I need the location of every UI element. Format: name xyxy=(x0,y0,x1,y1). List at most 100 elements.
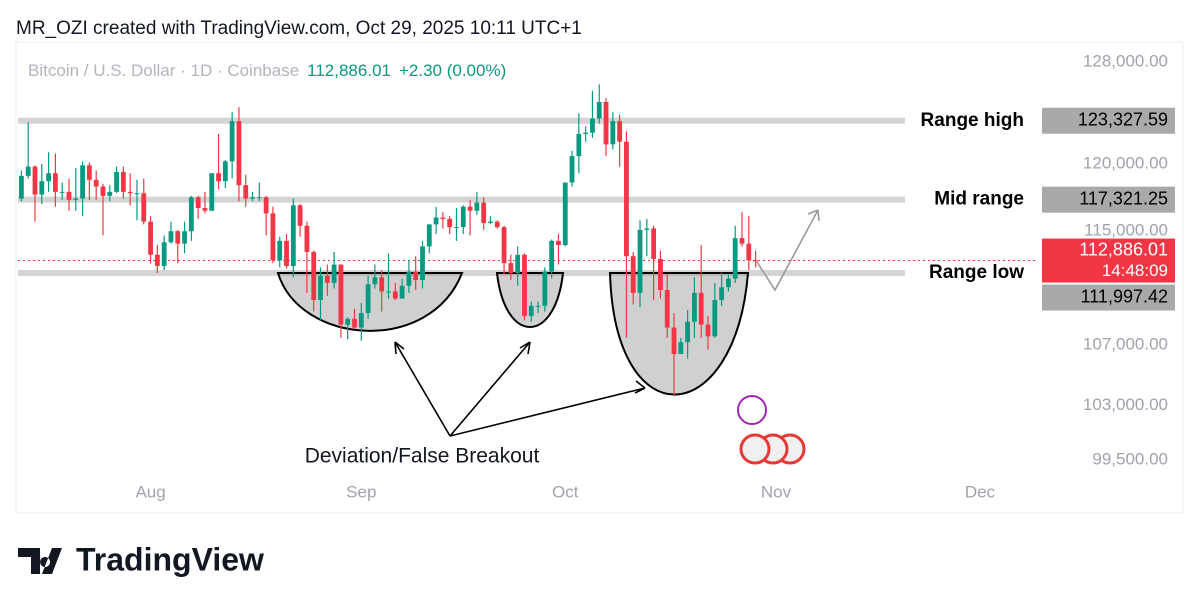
candle-body xyxy=(284,240,289,266)
candle-body xyxy=(481,202,487,224)
candle-body xyxy=(318,275,323,301)
x-tick-label: Dec xyxy=(965,482,996,501)
logo-mark xyxy=(18,548,62,574)
event-icons xyxy=(737,395,806,465)
candle-body xyxy=(25,166,31,176)
candle-body xyxy=(460,206,466,228)
candle-body xyxy=(195,197,201,209)
icon xyxy=(739,433,771,465)
x-tick-label: Aug xyxy=(135,482,165,501)
arrow xyxy=(449,380,646,437)
x-tick-label: Sep xyxy=(346,482,376,501)
candle-body xyxy=(596,102,602,119)
candle-body xyxy=(610,121,616,145)
candle-body xyxy=(406,271,412,286)
candle-body xyxy=(603,102,609,145)
candle-body xyxy=(392,291,398,299)
level-tag-label: 123,327.59 xyxy=(1078,110,1168,130)
candle-body xyxy=(216,173,221,182)
candle-body xyxy=(413,271,419,281)
candle-body xyxy=(719,287,725,301)
y-tick-label: 99,500.00 xyxy=(1092,449,1168,468)
candle-body xyxy=(549,240,555,272)
candle-body xyxy=(114,171,119,192)
candle-body xyxy=(18,175,24,199)
candle-body xyxy=(630,256,636,293)
annotation-arrows xyxy=(394,341,646,437)
candle-body xyxy=(175,231,181,244)
candle-body xyxy=(705,324,711,337)
candle-body xyxy=(624,141,629,257)
candle-body xyxy=(188,197,194,232)
candle-body xyxy=(562,182,568,246)
candle-body xyxy=(148,221,153,255)
candle-body xyxy=(732,238,738,279)
chart-frame xyxy=(15,41,1184,514)
candle-body xyxy=(250,197,255,199)
last: 112,886.01 xyxy=(307,61,391,80)
candle-body xyxy=(664,290,670,328)
zone xyxy=(608,272,750,396)
candle-body xyxy=(202,208,208,211)
candle-body xyxy=(229,121,235,162)
y-tick-label: 103,000.00 xyxy=(1083,395,1168,414)
candle-body xyxy=(236,121,242,186)
candle-body xyxy=(522,254,527,316)
candle-body xyxy=(576,133,582,157)
y-tick-label: 107,000.00 xyxy=(1083,335,1168,354)
candle-body xyxy=(583,132,589,134)
candle-body xyxy=(324,275,330,283)
zone xyxy=(495,272,565,328)
candle-body xyxy=(290,205,296,266)
level-name: Mid range xyxy=(934,189,1024,210)
candle-body xyxy=(726,278,731,288)
projection-arrow xyxy=(756,209,820,292)
arrow xyxy=(449,341,531,437)
candle-body xyxy=(420,246,425,281)
candle-body xyxy=(426,224,432,247)
candle-body xyxy=(515,254,521,273)
candle-body xyxy=(447,218,453,228)
candle-body xyxy=(433,217,439,225)
candle-body xyxy=(39,181,45,195)
last-price-label: 112,886.01 xyxy=(1079,239,1168,259)
candle-body xyxy=(338,264,344,325)
axes: 128,000.00 120,000.00 115,000.00 107,000.00… xyxy=(135,51,1168,501)
candle-body xyxy=(399,285,405,299)
candle-body xyxy=(671,327,677,355)
symbol: Bitcoin / U.S. Dollar · 1D · Coinbase xyxy=(28,61,299,80)
candle-body xyxy=(345,318,351,325)
candle-body xyxy=(386,291,391,293)
logo-text: TradingView xyxy=(76,541,264,577)
candle-body xyxy=(542,271,548,306)
countdown: 14:48:09 xyxy=(1102,261,1168,280)
candle-body xyxy=(311,251,317,301)
candle-body xyxy=(678,342,684,355)
candle-body xyxy=(637,229,643,293)
candle-body xyxy=(100,186,106,196)
candle-body xyxy=(277,240,283,261)
candle-body xyxy=(243,185,249,199)
last-price-tag xyxy=(1042,238,1175,283)
candle-body xyxy=(358,313,364,328)
candle-body xyxy=(379,277,385,292)
annotation: Deviation/False Breakout xyxy=(305,445,540,468)
candle-body xyxy=(182,231,187,244)
level-tag-label: 117,321.25 xyxy=(1079,188,1168,208)
logo: TradingView xyxy=(18,541,264,577)
candle-body xyxy=(331,264,337,283)
candles xyxy=(18,84,758,397)
x-tick-label: Nov xyxy=(761,482,792,501)
candle-body xyxy=(141,193,147,222)
candle-body xyxy=(134,193,140,195)
level-tag xyxy=(1042,107,1175,134)
candle-body xyxy=(372,277,378,285)
candle-body xyxy=(154,254,160,266)
level-name: Range low xyxy=(929,262,1024,283)
header: MR_OZI created with TradingView.com, Oct… xyxy=(16,18,582,39)
candle-body xyxy=(127,191,133,194)
candle-body xyxy=(753,260,758,262)
candle-body xyxy=(467,206,473,211)
